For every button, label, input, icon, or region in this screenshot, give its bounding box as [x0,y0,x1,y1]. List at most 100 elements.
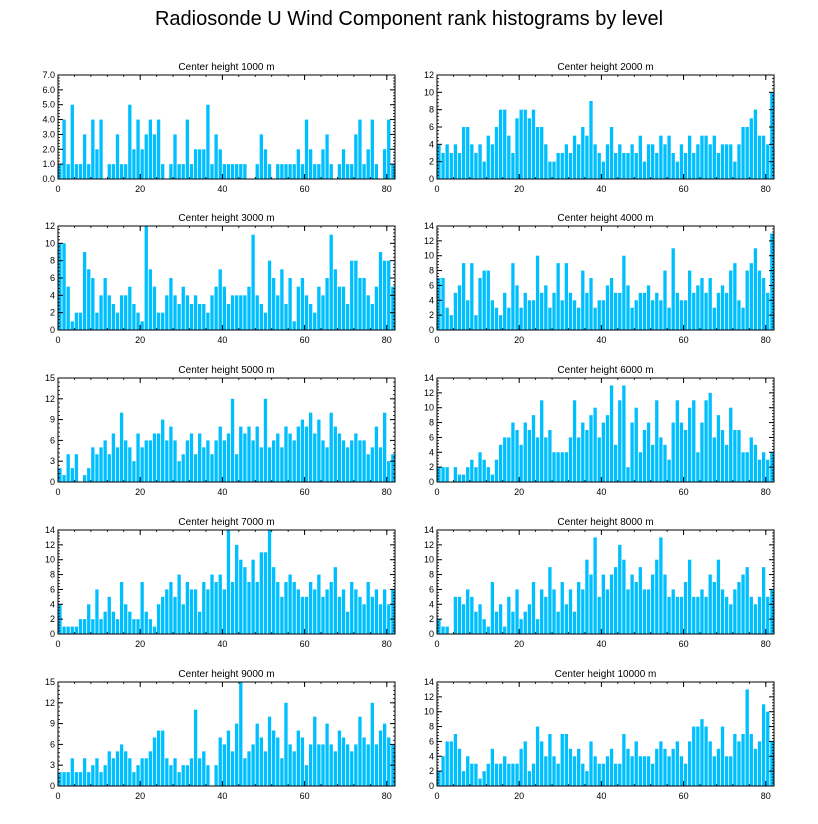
panel-1-xtick-label: 60 [300,184,310,194]
panel-8-bar [609,574,614,634]
panel-1-bar [95,149,99,179]
panel-1-bar [304,119,309,179]
panel-6-bar [614,444,618,482]
panel-5-bar [128,447,132,482]
panel-8-bar [507,596,511,634]
panel-10-bar [745,689,749,786]
panel-10-bar [486,763,490,786]
panel-5-bar [181,454,185,482]
panel-2-ytick-label: 12 [424,70,434,80]
panel-6-bar [655,400,659,482]
panel-7-bar [247,582,251,634]
panel-6-ytick-label: 6 [429,432,434,442]
panel-2-bar [482,161,486,179]
panel-7-ytick-label: 10 [45,555,55,565]
panel-5-bar [95,454,99,482]
panel-6-bar [708,392,712,482]
panel-6-bar [609,385,614,482]
panel-8-bar [745,567,749,634]
panel-9-bar [366,744,370,786]
panel-1-bar [78,164,83,179]
panel-4-bar [671,248,675,330]
panel-8-bar [761,567,766,634]
panel-9-bar [119,744,124,786]
panel-2-bar [700,135,704,179]
panel-7-bar [354,589,358,634]
panel-6-bar [729,407,733,482]
panel-4-bar [634,300,638,330]
panel-7-bar [358,596,362,634]
panel-6-bar [441,467,445,482]
panel-2-bar [609,127,614,179]
panel-8-bar [687,559,692,634]
panel-8-bar [597,596,601,634]
panel-4-bar [700,278,704,330]
panel-9-ytick-label: 6 [50,739,55,749]
panel-6-bar [733,430,737,482]
panel-6-bar [675,400,679,482]
panel-3-bar [193,295,198,330]
panel-6-bar [461,474,466,482]
panel-1-bar [189,164,194,179]
panel-3-bar [308,304,313,330]
panel-5-bar [272,440,276,482]
panel-7-bar [374,589,379,634]
panel-3-bar [333,269,337,330]
panel-6-bar [540,400,544,482]
panel-8-bar [675,596,679,634]
panel-4-bar [568,292,573,330]
panel-8-bar [712,582,716,634]
panel-10-xtick-label: 0 [434,791,439,801]
panel-10-bar [733,734,737,786]
panel-2-bar [494,127,499,179]
panel-2-bar [466,127,470,179]
panel-8-bar [605,589,610,634]
panel-3-bar [321,295,325,330]
panel-7-bar [362,604,366,634]
panel-8-bar [457,596,462,634]
panel-4-bar [441,278,445,330]
panel-9-bar [62,772,66,786]
panel-2-bar [503,109,507,179]
panel-8-bar [683,582,688,634]
panel-10-bar [614,763,618,786]
panel-9-bar [325,723,329,786]
panel-10-bar [766,711,770,786]
panel-2-bar [630,144,634,179]
panel-5-bar [263,398,268,482]
panel-7-bar [276,582,280,634]
panel-10-bar [453,734,458,786]
panel-1-bar [66,164,70,179]
panel-6-bar [626,467,630,482]
panel-3-bar [70,321,74,330]
panel-7-bar [206,589,210,634]
panel-10-bar [724,756,729,786]
panel-3-ytick-label: 4 [50,290,55,300]
panel-6-title: Center height 6000 m [557,365,653,376]
panel-3-bar [206,312,210,330]
panel-1-bar [387,119,391,179]
panel-8-bar [577,582,581,634]
panel-1-bar [226,164,231,179]
panel-8-ytick-label: 12 [424,540,434,550]
panel-3-bar [325,278,329,330]
panel-10-bar [729,756,733,786]
panel-1-ytick-label: 1.0 [42,159,55,169]
panel-2-xtick-label: 80 [761,184,771,194]
panel-5-bar [243,433,247,482]
panel-7-ytick-label: 4 [50,599,55,609]
panel-9-xtick-label: 0 [55,791,60,801]
panel-1-ytick-label: 7.0 [42,70,55,80]
panel-8-xtick-label: 40 [596,639,606,649]
panel-7-bar [387,604,391,634]
panel-8-xtick-label: 0 [434,639,439,649]
panel-4-ytick-label: 12 [424,236,434,246]
panel-3-ytick-label: 0 [50,325,55,335]
panel-10-xtick-label: 60 [679,791,689,801]
panel-3-bar [107,295,111,330]
panel-10-bar [511,763,515,786]
panel-9-bar [226,730,231,786]
panel-7-xtick-label: 80 [382,639,392,649]
panel-9-bar [181,765,185,786]
panel-5-bar [308,412,313,482]
